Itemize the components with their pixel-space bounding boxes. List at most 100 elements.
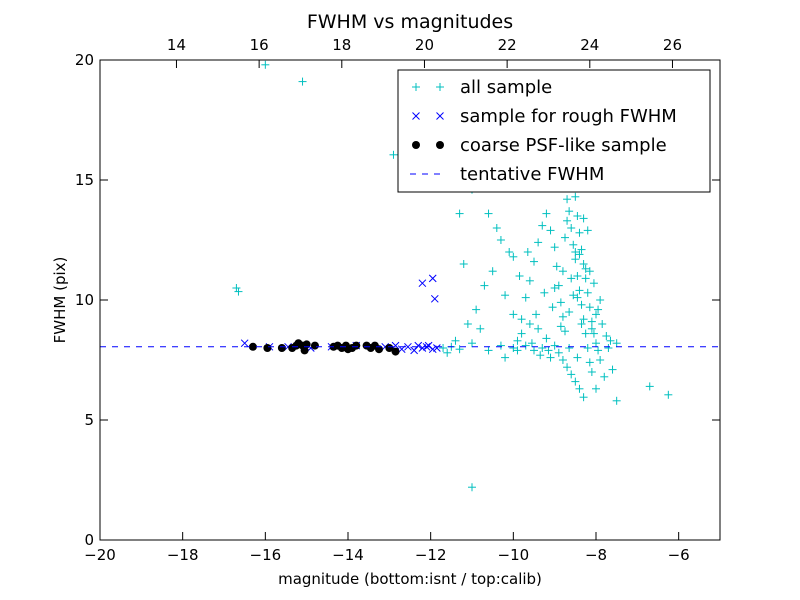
point-all-sample xyxy=(596,296,605,304)
point-all-sample xyxy=(525,276,534,285)
plus-marker xyxy=(412,83,420,91)
point-all-sample xyxy=(534,238,543,247)
point-all-sample xyxy=(589,279,598,288)
point-all-sample xyxy=(484,209,493,218)
y-tick-label: 20 xyxy=(75,51,94,69)
point-all-sample xyxy=(581,329,590,338)
top-tick-label: 16 xyxy=(250,36,269,54)
point-all-sample xyxy=(561,233,569,242)
point-all-sample xyxy=(525,320,534,328)
point-all-sample xyxy=(577,300,586,309)
point-all-sample xyxy=(556,322,565,331)
point-all-sample xyxy=(585,303,594,312)
point-all-sample xyxy=(579,260,588,268)
point-all-sample xyxy=(546,226,555,235)
point-all-sample xyxy=(527,339,536,348)
point-all-sample xyxy=(579,393,588,402)
legend-label: all sample xyxy=(460,77,552,98)
point-all-sample xyxy=(558,267,567,276)
point-all-sample xyxy=(523,248,532,256)
point-all-sample xyxy=(548,303,557,312)
top-tick-label: 22 xyxy=(498,36,517,54)
point-all-sample xyxy=(573,212,582,220)
point-rough-sample xyxy=(240,339,249,348)
point-all-sample xyxy=(558,312,567,321)
point-all-sample xyxy=(544,346,553,355)
y-tick-label: 0 xyxy=(84,531,94,549)
chart-title: FWHM vs magnitudes xyxy=(307,11,513,33)
point-all-sample xyxy=(569,240,578,249)
point-all-sample xyxy=(581,274,590,283)
point-all-sample xyxy=(600,372,609,381)
point-all-sample xyxy=(563,216,572,225)
point-all-sample xyxy=(554,348,563,357)
point-all-sample xyxy=(488,267,497,276)
point-all-sample xyxy=(505,248,514,256)
point-all-sample xyxy=(538,344,547,352)
point-all-sample xyxy=(579,315,588,324)
point-all-sample xyxy=(577,320,586,328)
point-all-sample xyxy=(234,287,243,296)
point-all-sample xyxy=(521,341,530,350)
x-tick-label: −6 xyxy=(668,546,690,564)
top-tick-label: 14 xyxy=(167,36,186,54)
point-all-sample xyxy=(567,370,576,379)
y-tick-label: 5 xyxy=(84,411,94,429)
point-all-sample xyxy=(573,272,582,280)
point-all-sample xyxy=(515,272,524,280)
point-all-sample xyxy=(571,192,580,201)
point-all-sample xyxy=(594,346,603,355)
point-all-sample xyxy=(472,305,481,314)
point-rough-sample xyxy=(428,274,437,283)
y-axis-label: FWHM (pix) xyxy=(51,257,69,344)
dot-marker xyxy=(412,141,420,149)
point-all-sample xyxy=(546,353,555,362)
point-all-sample xyxy=(542,209,551,218)
point-all-sample xyxy=(583,344,592,352)
point-all-sample xyxy=(550,284,559,292)
x-tick-label: −10 xyxy=(498,546,530,564)
point-rough-sample xyxy=(418,279,427,288)
point-all-sample xyxy=(575,286,584,295)
x-axis-label: magnitude (bottom:isnt / top:calib) xyxy=(278,570,542,588)
dot-marker xyxy=(436,141,444,149)
point-all-sample xyxy=(476,324,485,333)
x-marker xyxy=(436,112,444,120)
point-all-sample xyxy=(501,291,510,300)
point-all-sample xyxy=(612,396,621,405)
point-psf-sample xyxy=(248,342,257,351)
point-psf-sample xyxy=(352,341,361,350)
legend-label: sample for rough FWHM xyxy=(460,106,677,127)
point-all-sample xyxy=(492,224,501,232)
point-all-sample xyxy=(612,339,621,348)
point-all-sample xyxy=(509,310,518,319)
point-all-sample xyxy=(552,262,561,271)
point-all-sample xyxy=(587,368,596,376)
point-all-sample xyxy=(439,344,448,352)
point-all-sample xyxy=(521,293,530,302)
point-all-sample xyxy=(480,281,489,290)
point-all-sample xyxy=(587,324,596,333)
x-tick-label: −16 xyxy=(250,546,282,564)
point-all-sample xyxy=(501,353,510,362)
x-tick-label: −14 xyxy=(332,546,364,564)
point-all-sample xyxy=(298,77,307,86)
point-all-sample xyxy=(517,315,526,324)
point-all-sample xyxy=(484,346,493,355)
point-all-sample xyxy=(565,344,574,352)
point-all-sample xyxy=(571,255,580,264)
point-all-sample xyxy=(540,288,549,297)
legend-label: coarse PSF-like sample xyxy=(460,135,667,156)
point-all-sample xyxy=(550,243,559,252)
x-marker xyxy=(412,112,420,120)
point-all-sample xyxy=(573,293,582,302)
point-all-sample xyxy=(550,341,559,350)
point-all-sample xyxy=(592,384,600,393)
point-all-sample xyxy=(565,308,574,316)
point-all-sample xyxy=(468,483,476,492)
point-all-sample xyxy=(577,245,586,254)
point-all-sample xyxy=(594,305,603,314)
point-all-sample xyxy=(585,358,594,367)
point-all-sample xyxy=(554,281,563,290)
point-all-sample xyxy=(496,236,505,244)
